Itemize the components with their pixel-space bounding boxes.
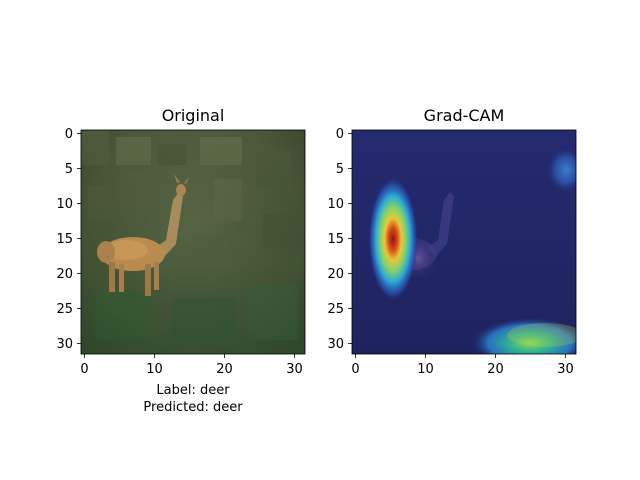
x-tick-label: 30: [557, 362, 574, 377]
y-tick-label: 30: [327, 337, 344, 352]
y-tick-label: 25: [56, 302, 73, 317]
x-tick-label: 30: [286, 362, 303, 377]
x-tick-label: 20: [216, 362, 233, 377]
y-tick-label: 5: [65, 162, 73, 177]
true-label-caption: Label: deer: [156, 383, 230, 398]
y-tick-label: 30: [56, 337, 73, 352]
deer-figure: [97, 174, 190, 296]
y-tick-label: 0: [336, 127, 344, 142]
y-tick-label: 25: [327, 302, 344, 317]
original-x-axis: 0 10 20 30: [80, 354, 303, 377]
y-tick-label: 5: [336, 162, 344, 177]
gradcam-heatmap: [352, 130, 576, 354]
x-tick-label: 20: [487, 362, 504, 377]
predicted-label-caption: Predicted: deer: [143, 400, 243, 415]
original-panel: Original: [56, 106, 306, 415]
y-tick-label: 20: [327, 267, 344, 282]
y-tick-label: 10: [56, 197, 73, 212]
gradcam-y-axis: 0 5 10 15 20 25 30: [327, 127, 352, 352]
original-title: Original: [162, 106, 225, 125]
x-tick-label: 0: [351, 362, 359, 377]
original-y-axis: 0 5 10 15 20 25 30: [56, 127, 81, 352]
x-tick-label: 10: [417, 362, 434, 377]
x-tick-label: 10: [146, 362, 163, 377]
original-image: [81, 130, 305, 354]
y-tick-label: 20: [56, 267, 73, 282]
y-tick-label: 10: [327, 197, 344, 212]
gradcam-panel: Grad-CAM 0 5 10 15 20: [327, 106, 577, 377]
y-tick-label: 0: [65, 127, 73, 142]
x-tick-label: 0: [80, 362, 88, 377]
gradcam-x-axis: 0 10 20 30: [351, 354, 574, 377]
y-tick-label: 15: [56, 232, 73, 247]
y-tick-label: 15: [327, 232, 344, 247]
gradcam-title: Grad-CAM: [424, 106, 505, 125]
